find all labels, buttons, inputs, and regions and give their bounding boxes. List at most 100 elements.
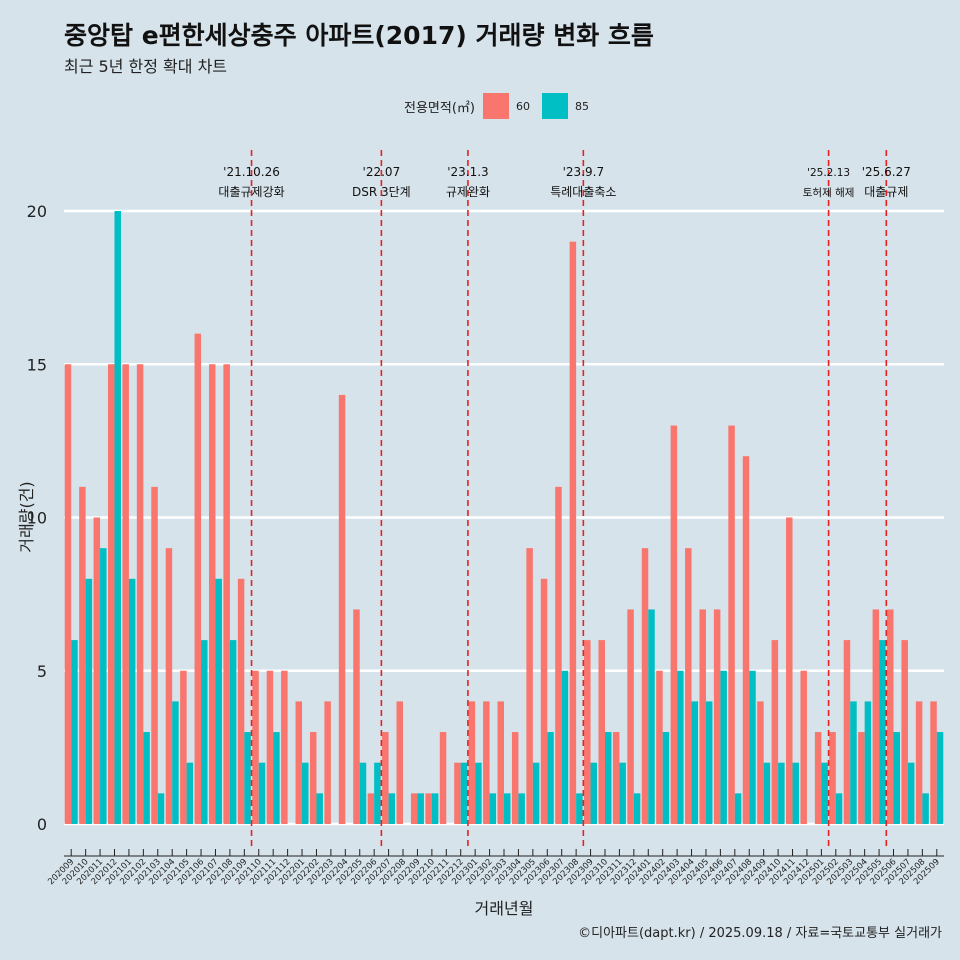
- bar-85-202504: [864, 701, 872, 824]
- bar-85-202108: [229, 640, 237, 824]
- bar-60-202412: [800, 670, 807, 824]
- bar-60-202112: [281, 670, 288, 824]
- bar-60-202205: [353, 609, 360, 824]
- bar-60-202308: [569, 241, 577, 824]
- y-tick-label: 10: [27, 509, 47, 528]
- bar-60-202406: [713, 609, 721, 824]
- bar-60-202012: [108, 364, 115, 824]
- bar-85-202403: [677, 670, 684, 824]
- event-label: DSR 3단계: [352, 185, 411, 199]
- bar-60-202102: [136, 364, 144, 824]
- bar-60-202108: [223, 364, 230, 824]
- bar-85-202405: [705, 701, 713, 824]
- bar-85-202410: [778, 762, 785, 824]
- y-tick-label: 5: [37, 662, 47, 681]
- bar-60-202212: [454, 762, 461, 824]
- x-axis-title: 거래년월: [475, 899, 534, 918]
- bar-60-202010: [79, 486, 86, 824]
- source-caption: ©디아파트(dapt.kr) / 2025.09.18 / 자료=국토교통부 실…: [578, 926, 942, 941]
- bar-60-202304: [511, 732, 519, 824]
- chart-title: 중앙탑 e편한세상충주 아파트(2017) 거래량 변화 흐름: [64, 21, 654, 50]
- bar-85-202107: [215, 578, 222, 824]
- bar-60-202104: [165, 548, 173, 824]
- bar-60-202207: [382, 732, 389, 824]
- bar-85-202501: [821, 762, 828, 824]
- y-tick-label: 0: [37, 815, 47, 834]
- bar-60-202305: [526, 548, 533, 824]
- bar-85-202104: [172, 701, 179, 824]
- bar-85-202411: [792, 762, 800, 824]
- bar-85-202506: [893, 732, 900, 824]
- y-tick-label: 15: [27, 355, 47, 374]
- bar-60-202204: [338, 394, 346, 824]
- bar-60-202107: [208, 364, 216, 824]
- bar-60-202110: [252, 670, 259, 824]
- bar-85-202102: [143, 732, 150, 824]
- event-date: '25.2.13: [807, 167, 850, 179]
- bar-85-202509: [936, 732, 944, 824]
- bar-85-202308: [576, 793, 583, 824]
- bar-60-202202: [309, 732, 317, 824]
- event-label: 대출규제: [864, 185, 908, 199]
- y-tick-label: 20: [27, 202, 47, 221]
- bar-85-202507: [907, 762, 915, 824]
- bar-85-202404: [691, 701, 699, 824]
- bar-85-202309: [590, 762, 598, 824]
- legend-title: 전용면적(㎡): [404, 100, 475, 116]
- event-label: 특례대출축소: [550, 185, 616, 199]
- bar-60-202105: [180, 670, 187, 824]
- bar-85-202106: [201, 640, 208, 824]
- legend-key-85: [541, 93, 568, 119]
- bar-85-202401: [648, 609, 655, 824]
- bar-85-202409: [763, 762, 771, 824]
- bar-85-202502: [835, 793, 843, 824]
- bar-60-202503: [843, 640, 851, 824]
- bar-60-202405: [699, 609, 706, 824]
- bar-60-202507: [901, 640, 908, 824]
- bar-85-202105: [186, 762, 194, 824]
- bar-85-202206: [374, 762, 381, 824]
- bar-60-202509: [930, 701, 937, 824]
- bar-60-202303: [497, 701, 504, 824]
- bar-60-202411: [786, 517, 793, 824]
- bar-60-202106: [194, 333, 202, 824]
- bar-85-202307: [561, 670, 569, 824]
- bar-85-202311: [619, 762, 626, 824]
- bar-60-202302: [483, 701, 490, 824]
- bar-85-202009: [71, 640, 78, 824]
- bar-60-202307: [555, 486, 562, 824]
- bar-60-202403: [670, 425, 678, 824]
- bar-85-202408: [749, 670, 756, 824]
- event-date: '22.07: [363, 165, 401, 179]
- legend-key-60: [482, 93, 509, 119]
- bar-60-202311: [612, 732, 620, 824]
- bar-85-202103: [157, 793, 165, 824]
- bar-85-202310: [604, 732, 612, 824]
- event-label: 토허제 해제: [803, 186, 855, 199]
- bar-85-202209: [417, 793, 424, 824]
- bar-60-202101: [122, 364, 129, 824]
- bar-85-202503: [850, 701, 857, 824]
- event-date: '23.9.7: [563, 165, 604, 179]
- bar-85-202406: [720, 670, 727, 824]
- event-date: '25.6.27: [862, 165, 911, 179]
- bar-60-202109: [237, 578, 245, 824]
- bar-60-202209: [410, 793, 418, 824]
- bar-85-202407: [734, 793, 742, 824]
- bar-60-202310: [598, 640, 605, 824]
- bar-85-202402: [662, 732, 670, 824]
- bar-85-202303: [504, 793, 511, 824]
- y-axis-title: 거래량(건): [17, 481, 36, 552]
- bar-60-202201: [295, 701, 303, 824]
- bar-60-202103: [151, 486, 158, 824]
- bar-60-202410: [771, 640, 779, 824]
- bar-85-202010: [85, 578, 93, 824]
- bar-60-202211: [439, 732, 447, 824]
- bar-60-202404: [685, 548, 692, 824]
- bar-85-202205: [359, 762, 367, 824]
- bar-85-202109: [244, 732, 251, 824]
- bar-85-202306: [547, 732, 554, 824]
- bar-60-202203: [324, 701, 331, 824]
- bar-60-202508: [915, 701, 923, 824]
